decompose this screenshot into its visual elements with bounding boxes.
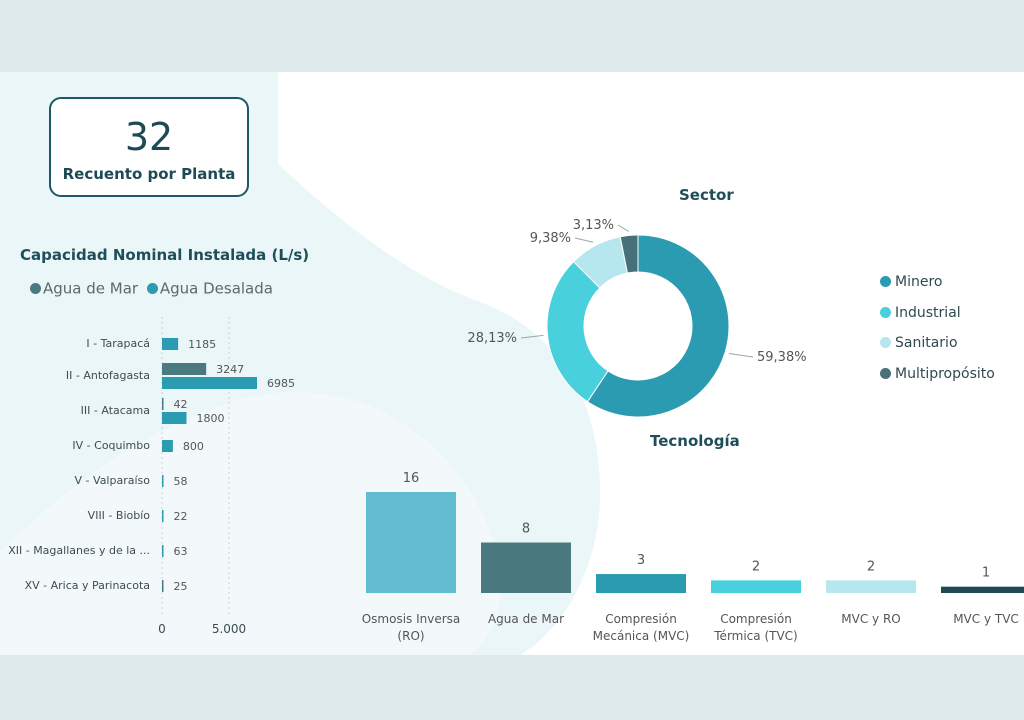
bar-label-agua-desalada-xii-magallanes-y-de-la: 63 bbox=[174, 545, 188, 558]
bar-agua-de-mar-iii-atacama bbox=[162, 398, 164, 410]
bar-agua-desalada-viii-biob-o bbox=[162, 510, 164, 522]
legend-minero-marker bbox=[880, 276, 891, 287]
bar-label-agua-desalada-iv-coquimbo: 800 bbox=[183, 440, 204, 453]
bar-label-agua-desalada-v-valpara-so: 58 bbox=[174, 475, 188, 488]
bar-mvc-y-ro bbox=[826, 580, 916, 593]
category-label-ii-antofagasta: II - Antofagasta bbox=[66, 369, 150, 382]
capacity-chart-title: Capacidad Nominal Instalada (L/s) bbox=[20, 246, 310, 264]
leader-line-sanitario bbox=[574, 237, 594, 243]
plant-count-card: 32 Recuento por Planta bbox=[49, 97, 249, 197]
slice-industrial bbox=[546, 260, 609, 403]
charts-svg: I - Tarapacá 1185 II - Antofagasta 3247 6985… bbox=[8, 218, 1024, 643]
leader-line-industrial bbox=[520, 334, 544, 339]
legend-minero-label: Minero bbox=[895, 274, 943, 290]
legend-sanitario-marker bbox=[880, 337, 891, 348]
bar-compresi-n-t-rmica-tvc bbox=[711, 580, 801, 593]
category-label-iii-atacama: III - Atacama bbox=[81, 404, 150, 417]
technology-chart-title: Tecnología bbox=[650, 432, 740, 450]
value-label-agua-de-mar: 8 bbox=[522, 522, 530, 537]
legend-agua-desalada-marker bbox=[146, 283, 158, 294]
category-label-compresi-n-mec-nica-mvc: Compresión bbox=[605, 612, 677, 626]
value-label-mvc-y-tvc: 1 bbox=[982, 566, 990, 581]
value-label-mvc-y-ro: 2 bbox=[867, 559, 875, 574]
slice-minero bbox=[586, 234, 730, 418]
category-label-xv-arica-y-parinacota: XV - Arica y Parinacota bbox=[25, 579, 150, 592]
bar-agua-desalada-i-tarapac bbox=[162, 338, 179, 350]
bar-label-agua-desalada-i-tarapac: 1185 bbox=[188, 338, 216, 351]
value-label-compresi-n-mec-nica-mvc: 3 bbox=[637, 553, 645, 568]
bar-agua-de-mar bbox=[481, 542, 571, 593]
bar-compresi-n-mec-nica-mvc bbox=[596, 574, 686, 593]
bar-label-agua-de-mar-xv-arica-y-parinacota: 25 bbox=[174, 580, 188, 593]
dashboard-canvas: 32 Recuento por Planta Capacidad Nominal… bbox=[0, 72, 1024, 655]
slice-label-minero: 59,38% bbox=[757, 350, 807, 365]
legend-agua-de-mar-marker bbox=[30, 283, 41, 294]
category-label-mvc-y-tvc: MVC y TVC bbox=[953, 612, 1019, 626]
bar-agua-de-mar-xv-arica-y-parinacota bbox=[162, 580, 164, 592]
category-label-viii-biob-o: VIII - Biobío bbox=[88, 509, 151, 522]
slice-label-multiprop-sito: 3,13% bbox=[573, 218, 614, 233]
plant-count-value: 32 bbox=[124, 115, 174, 159]
bar-agua-desalada-v-valpara-so bbox=[162, 475, 164, 487]
bar-label-agua-desalada-iii-atacama: 1800 bbox=[196, 412, 224, 425]
category-label-v-valpara-so: V - Valparaíso bbox=[75, 474, 151, 487]
legend-sanitario[interactable]: Sanitario bbox=[880, 333, 995, 364]
category-label-mvc-y-ro: MVC y RO bbox=[841, 612, 900, 626]
category-label-i-tarapac: I - Tarapacá bbox=[86, 337, 150, 350]
bar-label-agua-desalada-viii-biob-o: 22 bbox=[174, 510, 188, 523]
legend-multiproposito-marker bbox=[880, 367, 891, 379]
legend-industrial-label: Industrial bbox=[895, 304, 961, 321]
bar-agua-desalada-xii-magallanes-y-de-la bbox=[162, 545, 164, 557]
sector-legend[interactable]: Minero Industrial Sanitario Multipropósi… bbox=[880, 272, 995, 394]
x-tick-5000: 5.000 bbox=[212, 622, 246, 636]
legend-minero[interactable]: Minero bbox=[880, 272, 995, 303]
legend-sanitario-label: Sanitario bbox=[895, 335, 958, 351]
category-label-compresi-n-t-rmica-tvc-line2: Térmica (TVC) bbox=[713, 629, 797, 643]
capacity-legend[interactable]: Agua de Mar Agua Desalada bbox=[30, 279, 273, 298]
legend-agua-de-mar: Agua de Mar bbox=[43, 279, 139, 298]
leader-line-minero bbox=[728, 353, 754, 358]
x-tick-0: 0 bbox=[158, 622, 166, 636]
bar-agua-desalada-ii-antofagasta bbox=[162, 377, 257, 389]
bar-agua-desalada-iii-atacama bbox=[162, 412, 187, 424]
plant-count-label: Recuento por Planta bbox=[62, 165, 236, 183]
legend-industrial-marker bbox=[880, 306, 891, 318]
category-label-iv-coquimbo: IV - Coquimbo bbox=[72, 439, 150, 452]
category-label-osmosis-inversa-ro: Osmosis Inversa bbox=[362, 612, 461, 626]
bar-label-agua-de-mar-ii-antofagasta: 3247 bbox=[216, 363, 244, 376]
category-label-xii-magallanes-y-de-la: XII - Magallanes y de la ... bbox=[8, 544, 150, 557]
value-label-compresi-n-t-rmica-tvc: 2 bbox=[752, 559, 760, 574]
category-label-agua-de-mar: Agua de Mar bbox=[488, 612, 564, 626]
slice-multiprop-sito bbox=[619, 234, 639, 274]
sector-chart-title: Sector bbox=[679, 186, 734, 204]
bar-osmosis-inversa-ro bbox=[366, 492, 456, 593]
bar-label-agua-desalada-ii-antofagasta: 6985 bbox=[267, 377, 295, 390]
bar-agua-desalada-iv-coquimbo bbox=[162, 440, 173, 452]
bar-agua-de-mar-ii-antofagasta bbox=[162, 363, 207, 375]
bar-label-agua-de-mar-iii-atacama: 42 bbox=[174, 398, 188, 411]
legend-industrial[interactable]: Industrial bbox=[880, 303, 995, 334]
legend-multiproposito-label: Multipropósito bbox=[895, 365, 995, 382]
leader-line-multiprop-sito bbox=[617, 224, 629, 232]
legend-multiproposito[interactable]: Multipropósito bbox=[880, 364, 995, 395]
slice-label-sanitario: 9,38% bbox=[530, 231, 571, 246]
category-label-osmosis-inversa-ro-line2: (RO) bbox=[397, 629, 424, 643]
category-label-compresi-n-mec-nica-mvc-line2: Mecánica (MVC) bbox=[593, 629, 690, 643]
category-label-compresi-n-t-rmica-tvc: Compresión bbox=[720, 612, 792, 626]
bar-mvc-y-tvc bbox=[941, 586, 1024, 593]
value-label-osmosis-inversa-ro: 16 bbox=[403, 471, 420, 486]
legend-agua-desalada: Agua Desalada bbox=[159, 279, 273, 298]
slice-label-industrial: 28,13% bbox=[467, 331, 517, 346]
